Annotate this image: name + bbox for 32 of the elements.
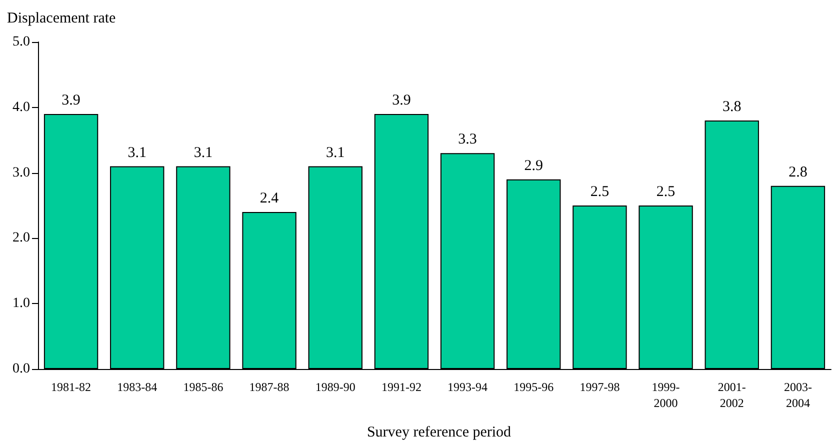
x-tick-label: 1987-88 bbox=[249, 380, 290, 394]
y-tick-label: 4.0 bbox=[12, 100, 30, 115]
x-tick-label: 1983-84 bbox=[117, 380, 158, 394]
x-tick-label: 1993-94 bbox=[448, 380, 488, 394]
data-label: 3.1 bbox=[326, 144, 345, 161]
data-label: 2.4 bbox=[260, 190, 280, 207]
data-label: 3.9 bbox=[392, 92, 411, 108]
data-label: 3.9 bbox=[62, 92, 80, 108]
x-tick-label: 1981-82 bbox=[51, 380, 92, 394]
data-label: 2.5 bbox=[656, 184, 676, 200]
data-label: 2.9 bbox=[524, 158, 543, 174]
data-label: 2.8 bbox=[788, 164, 808, 180]
x-tick-label: 1989-90 bbox=[315, 380, 356, 394]
data-label: 3.1 bbox=[128, 144, 146, 161]
data-label: 2.5 bbox=[590, 184, 610, 200]
y-tick-label: 5.0 bbox=[12, 34, 30, 50]
y-tick-label: 2.0 bbox=[12, 230, 30, 246]
x-axis-title: Survey reference period bbox=[366, 424, 512, 440]
x-tick-label: 2003- 2004 bbox=[784, 380, 812, 410]
y-tick-label: 3.0 bbox=[12, 165, 30, 180]
x-tick-label: 1991-92 bbox=[381, 380, 422, 394]
data-label: 3.1 bbox=[194, 144, 213, 161]
x-tick-label: 1999- 2000 bbox=[652, 380, 680, 410]
data-label: 3.8 bbox=[722, 98, 742, 115]
x-tick-label: 1995-96 bbox=[514, 380, 554, 394]
x-tick-label: 2001- 2002 bbox=[718, 380, 746, 410]
data-label: 3.3 bbox=[458, 132, 477, 148]
x-tick-label: 1997-98 bbox=[580, 380, 620, 394]
y-axis-title: Displacement rate bbox=[7, 10, 116, 26]
y-tick-label: 1.0 bbox=[12, 296, 30, 312]
y-tick-label: 0.0 bbox=[12, 362, 30, 376]
x-tick-label: 1985-86 bbox=[183, 380, 224, 394]
